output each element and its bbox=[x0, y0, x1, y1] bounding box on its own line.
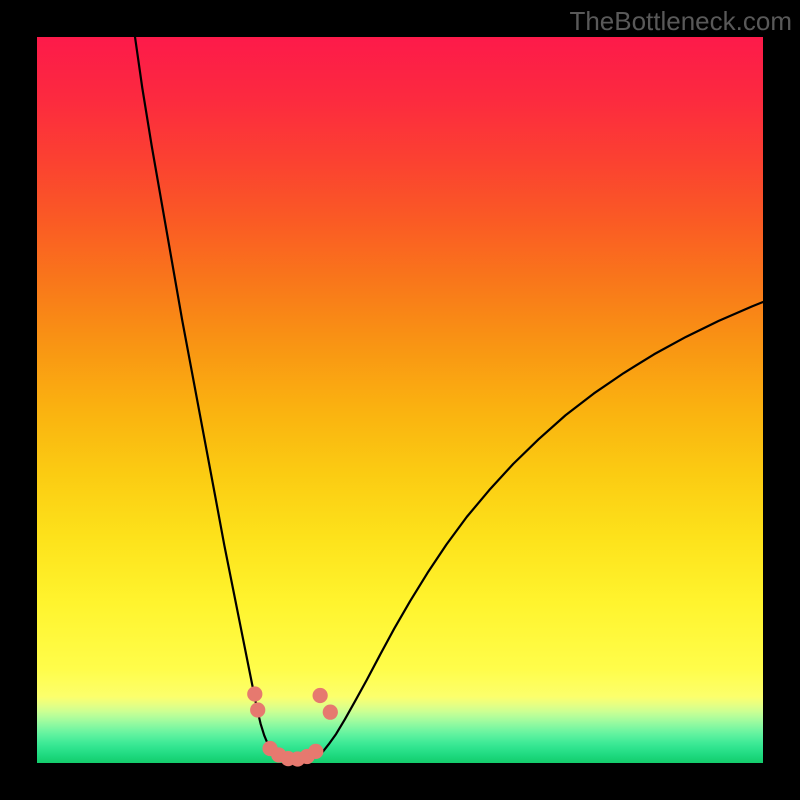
marker-dot bbox=[247, 686, 262, 701]
watermark-text: TheBottleneck.com bbox=[569, 6, 792, 37]
curves-layer bbox=[0, 0, 800, 800]
marker-dot bbox=[313, 688, 328, 703]
marker-dot bbox=[250, 702, 265, 717]
curve-left bbox=[135, 37, 295, 762]
marker-dot bbox=[323, 705, 338, 720]
curve-right bbox=[295, 302, 763, 762]
stage: TheBottleneck.com bbox=[0, 0, 800, 800]
marker-dot bbox=[308, 744, 323, 759]
